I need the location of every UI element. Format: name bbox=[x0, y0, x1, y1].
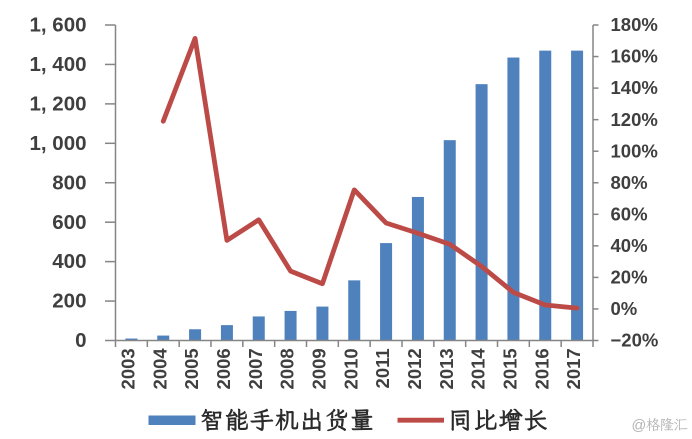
svg-text:2009: 2009 bbox=[308, 348, 329, 389]
svg-text:600: 600 bbox=[52, 211, 86, 234]
svg-text:2011: 2011 bbox=[372, 348, 393, 388]
svg-text:160%: 160% bbox=[611, 46, 658, 67]
svg-text:2003: 2003 bbox=[117, 348, 138, 389]
svg-text:120%: 120% bbox=[611, 109, 658, 130]
svg-text:@: @ bbox=[632, 418, 647, 434]
svg-text:2017: 2017 bbox=[563, 348, 584, 389]
svg-text:200: 200 bbox=[52, 290, 86, 313]
svg-text:1, 400: 1, 400 bbox=[30, 53, 87, 76]
svg-text:2006: 2006 bbox=[213, 348, 234, 389]
svg-text:2010: 2010 bbox=[340, 348, 361, 389]
svg-text:−20%: −20% bbox=[611, 330, 659, 351]
svg-text:140%: 140% bbox=[611, 77, 658, 98]
svg-text:400: 400 bbox=[52, 250, 86, 273]
svg-text:1, 000: 1, 000 bbox=[30, 132, 87, 155]
svg-text:2008: 2008 bbox=[277, 348, 298, 389]
svg-text:0: 0 bbox=[75, 329, 86, 352]
svg-text:2004: 2004 bbox=[149, 348, 170, 390]
svg-text:80%: 80% bbox=[611, 172, 648, 193]
svg-text:1, 200: 1, 200 bbox=[30, 92, 87, 115]
svg-text:2012: 2012 bbox=[404, 348, 425, 389]
svg-text:20%: 20% bbox=[611, 267, 648, 288]
svg-text:2014: 2014 bbox=[468, 348, 489, 390]
svg-text:180%: 180% bbox=[611, 14, 658, 35]
svg-text:0%: 0% bbox=[611, 298, 638, 319]
svg-text:1, 600: 1, 600 bbox=[30, 14, 87, 37]
svg-text:2005: 2005 bbox=[181, 348, 202, 389]
svg-text:2007: 2007 bbox=[245, 348, 266, 389]
svg-text:100%: 100% bbox=[611, 140, 658, 161]
svg-text:800: 800 bbox=[52, 171, 86, 194]
svg-text:2015: 2015 bbox=[499, 348, 520, 389]
svg-text:40%: 40% bbox=[611, 235, 648, 256]
svg-text:2016: 2016 bbox=[531, 348, 552, 389]
svg-text:2013: 2013 bbox=[436, 348, 457, 389]
svg-text:60%: 60% bbox=[611, 203, 648, 224]
